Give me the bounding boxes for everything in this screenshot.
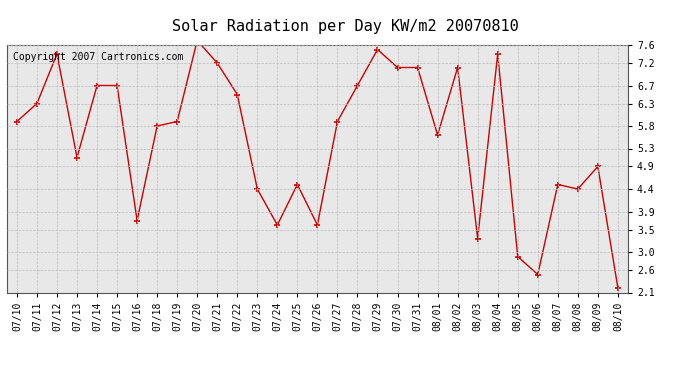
Text: Solar Radiation per Day KW/m2 20070810: Solar Radiation per Day KW/m2 20070810 <box>172 19 518 34</box>
Text: Copyright 2007 Cartronics.com: Copyright 2007 Cartronics.com <box>13 53 184 62</box>
